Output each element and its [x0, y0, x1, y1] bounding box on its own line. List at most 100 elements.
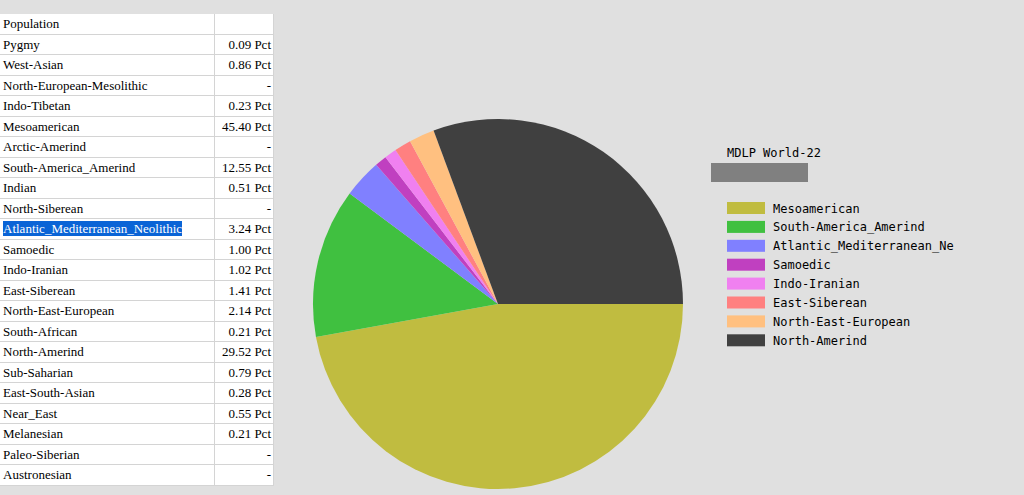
- table-cell: 3.24 Pct: [215, 219, 274, 240]
- table-cell-text: East-Siberean: [3, 283, 75, 298]
- legend-label: Atlantic_Mediterranean_Ne: [773, 239, 954, 253]
- table-cell-text: -: [267, 467, 271, 482]
- table-cell: 1.02 Pct: [215, 260, 274, 281]
- table-cell-text: 0.28 Pct: [228, 385, 271, 400]
- table-cell: West-Asian: [0, 55, 215, 76]
- title-bar: [711, 163, 808, 182]
- table-cell-text: 0.21 Pct: [228, 324, 271, 339]
- table-cell: East-South-Asian: [0, 383, 215, 404]
- table-cell-text: 0.55 Pct: [228, 406, 271, 421]
- table-cell: 2.14 Pct: [215, 301, 274, 322]
- table-cell-text: -: [267, 201, 271, 216]
- table-cell: -: [215, 465, 274, 486]
- legend-label: South-America_Amerind: [773, 220, 925, 234]
- legend-swatch: [727, 202, 765, 214]
- table-cell-text: 0.09 Pct: [228, 37, 271, 52]
- table-cell-text: 3.24 Pct: [228, 221, 271, 236]
- table-cell: East-Siberean: [0, 281, 215, 302]
- table-cell: South-America_Amerind: [0, 158, 215, 179]
- table-cell: Melanesian: [0, 424, 215, 445]
- table-cell-text: Mesoamerican: [3, 119, 80, 134]
- table-cell-text: Indo-Iranian: [3, 262, 68, 277]
- table-cell-text: 45.40 Pct: [222, 119, 271, 134]
- table-cell: -: [215, 445, 274, 466]
- table-cell-text: 0.51 Pct: [228, 180, 271, 195]
- legend-label: Samoedic: [773, 258, 831, 272]
- legend-swatch: [727, 240, 765, 252]
- table-cell-text: 1.41 Pct: [228, 283, 271, 298]
- pie-slice: [434, 119, 683, 304]
- table-cell: Indo-Iranian: [0, 260, 215, 281]
- table-cell: Indo-Tibetan: [0, 96, 215, 117]
- table-cell-text: South-America_Amerind: [3, 160, 135, 175]
- table-cell: Pygmy: [0, 35, 215, 56]
- table-cell: -: [215, 199, 274, 220]
- legend-label: North-Amerind: [773, 334, 867, 348]
- table-cell: Austronesian: [0, 465, 215, 486]
- legend-label: North-East-European: [773, 315, 910, 329]
- chart-title: MDLP World-22: [727, 146, 821, 160]
- table-cell-text: 0.21 Pct: [228, 426, 271, 441]
- table-cell: 0.23 Pct: [215, 96, 274, 117]
- table-cell-text: Near_East: [3, 406, 57, 421]
- table-cell-text: North-European-Mesolithic: [3, 78, 147, 93]
- legend-swatch: [727, 315, 765, 327]
- table-cell: Near_East: [0, 404, 215, 425]
- table-cell-text: 2.14 Pct: [228, 303, 271, 318]
- table-cell-text: 1.00 Pct: [228, 242, 271, 257]
- table-cell-text: 29.52 Pct: [222, 344, 271, 359]
- table-cell-text: North-Amerind: [3, 344, 84, 359]
- table-cell-text: Austronesian: [3, 467, 72, 482]
- table-cell: Atlantic_Mediterranean_Neolithic: [0, 219, 215, 240]
- legend-swatch: [727, 334, 765, 346]
- table-cell-text: 1.02 Pct: [228, 262, 271, 277]
- table-cell: -: [215, 76, 274, 97]
- table-cell: 0.28 Pct: [215, 383, 274, 404]
- table-cell-text: Arctic-Amerind: [3, 139, 86, 154]
- table-cell: North-European-Mesolithic: [0, 76, 215, 97]
- table-cell-text: North-Siberean: [3, 201, 83, 216]
- table-cell-text: 12.55 Pct: [222, 160, 271, 175]
- table-cell-text: 0.79 Pct: [228, 365, 271, 380]
- legend-label: East-Siberean: [773, 296, 867, 310]
- table-cell: 29.52 Pct: [215, 342, 274, 363]
- table-cell-text: Melanesian: [3, 426, 63, 441]
- table-cell: Paleo-Siberian: [0, 445, 215, 466]
- table-cell-text: -: [267, 139, 271, 154]
- table-cell: 0.21 Pct: [215, 322, 274, 343]
- table-cell: 1.00 Pct: [215, 240, 274, 261]
- table-cell-text: -: [267, 447, 271, 462]
- table-cell: 45.40 Pct: [215, 117, 274, 138]
- table-cell-text: Indian: [3, 180, 36, 195]
- table-cell-text: East-South-Asian: [3, 385, 95, 400]
- chart: MDLP World-22 Mesoamerican South-America_A…: [0, 0, 1024, 495]
- table-cell: -: [215, 137, 274, 158]
- table-cell-text: Paleo-Siberian: [3, 447, 80, 462]
- page: Population Pygmy 0.09 Pct West-Asian 0.86 Pc…: [0, 0, 1024, 495]
- table-cell: Sub-Saharian: [0, 363, 215, 384]
- table-cell: Indian: [0, 178, 215, 199]
- legend-label: Mesoamerican: [773, 202, 860, 216]
- table-cell: 0.51 Pct: [215, 178, 274, 199]
- table-cell-text: Samoedic: [3, 242, 54, 257]
- table-cell: Samoedic: [0, 240, 215, 261]
- table-cell-text: Pygmy: [3, 37, 40, 52]
- legend-swatch: [727, 278, 765, 290]
- legend-swatch: [727, 259, 765, 271]
- table-header-text: Population: [3, 16, 59, 31]
- table-cell-text: North-East-European: [3, 303, 114, 318]
- table-cell: 0.79 Pct: [215, 363, 274, 384]
- table-cell: Arctic-Amerind: [0, 137, 215, 158]
- table-cell: 1.41 Pct: [215, 281, 274, 302]
- table-cell: 0.55 Pct: [215, 404, 274, 425]
- table-cell-text: Atlantic_Mediterranean_Neolithic: [3, 221, 182, 236]
- table-cell: North-East-European: [0, 301, 215, 322]
- table-cell-text: West-Asian: [3, 57, 63, 72]
- legend-swatch: [727, 221, 765, 233]
- table-cell: 12.55 Pct: [215, 158, 274, 179]
- pie-slice: [316, 304, 683, 489]
- table-cell: 0.21 Pct: [215, 424, 274, 445]
- table-cell: 0.86 Pct: [215, 55, 274, 76]
- table-cell-text: 0.86 Pct: [228, 57, 271, 72]
- table-cell-text: Sub-Saharian: [3, 365, 73, 380]
